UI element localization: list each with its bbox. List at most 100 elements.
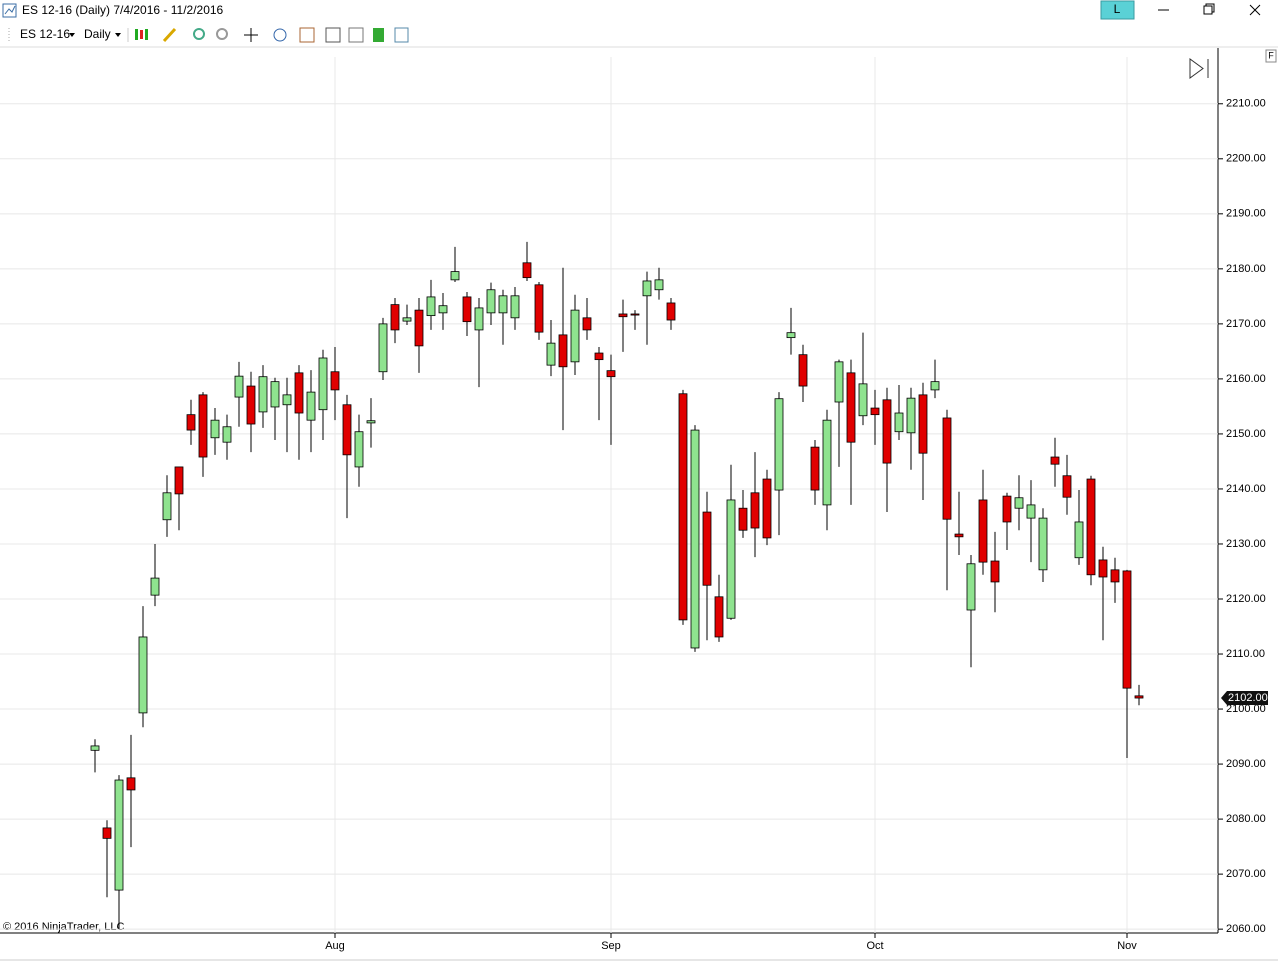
crosshair-icon[interactable]: [244, 28, 258, 42]
y-tick-label: 2160.00: [1226, 373, 1266, 385]
candle-body: [966, 563, 976, 611]
candle-body: [174, 466, 184, 495]
candle-body: [222, 426, 232, 443]
toolbar-icons: [135, 27, 409, 43]
candle-body: [558, 334, 568, 368]
y-tick-label: 2140.00: [1226, 483, 1266, 495]
candle-body: [510, 295, 520, 319]
candle-body: [810, 446, 820, 491]
panel-button[interactable]: [1265, 49, 1277, 63]
chart-style-icon[interactable]: [135, 29, 138, 40]
candle-body: [1038, 517, 1048, 571]
candle-body: [1050, 456, 1060, 465]
candle-body: [678, 393, 688, 621]
candle-body: [474, 307, 484, 331]
candle-body: [714, 596, 724, 638]
candle-body: [1074, 521, 1084, 559]
candle-body: [822, 419, 832, 506]
y-tick-label: 2080.00: [1226, 813, 1266, 825]
candle-body: [378, 323, 388, 373]
candle-body: [258, 376, 268, 413]
candle-body: [162, 492, 172, 521]
candle-body: [738, 507, 748, 531]
data-box-icon[interactable]: [273, 28, 287, 42]
candle-body: [798, 354, 808, 387]
candle-body: [390, 304, 400, 331]
candle-body: [990, 560, 1000, 583]
restore-button[interactable]: [1203, 5, 1213, 15]
candle-body: [498, 295, 508, 314]
properties-icon[interactable]: [348, 27, 364, 43]
x-tick-label: Sep: [601, 940, 621, 952]
candle-body: [834, 361, 844, 403]
chart-style-icon[interactable]: [145, 29, 148, 40]
y-tick-label: 2110.00: [1226, 648, 1265, 660]
candle-body: [1026, 504, 1036, 519]
candle-body: [594, 352, 604, 361]
candle-body: [918, 394, 928, 454]
candle-body: [882, 399, 892, 464]
candle-body: [570, 309, 580, 363]
candle-body: [858, 383, 868, 417]
instrument-selector[interactable]: ES 12-16: [20, 27, 70, 41]
candle-body: [1062, 475, 1072, 498]
candle-body: [546, 342, 556, 366]
x-tick-label: Nov: [1117, 940, 1137, 952]
zoom-in-icon[interactable]: [193, 28, 205, 40]
candle-body: [978, 499, 988, 563]
y-tick-label: 2150.00: [1226, 428, 1266, 440]
account-button[interactable]: [1100, 0, 1135, 20]
panel-button-label: F: [1268, 50, 1274, 60]
candle-body: [114, 779, 124, 891]
y-tick-label: 2170.00: [1226, 318, 1266, 330]
dropdown-arrow: [115, 33, 121, 37]
zoom-out-icon[interactable]: [216, 28, 228, 40]
candle-body: [786, 332, 796, 339]
y-tick-label: 2210.00: [1226, 98, 1266, 110]
y-tick-label: 2190.00: [1226, 208, 1266, 220]
candle-body: [606, 370, 616, 378]
candle-body: [1122, 570, 1132, 689]
template-icon[interactable]: [394, 27, 409, 43]
candle-body: [930, 381, 940, 391]
candle-body: [942, 417, 952, 520]
restore-icon: [1205, 3, 1215, 13]
app-icon-line: [4, 5, 16, 15]
candle-body: [522, 262, 532, 279]
draw-tool-icon[interactable]: [162, 27, 177, 43]
candle-body: [438, 305, 448, 314]
candle-body: [282, 394, 292, 406]
candle-body: [870, 407, 880, 416]
indicators-icon[interactable]: [299, 27, 315, 43]
candle-body: [270, 381, 280, 408]
candle-body: [1014, 497, 1024, 509]
chart-style-icon[interactable]: [140, 30, 143, 39]
candle-body: [198, 394, 208, 458]
candle-body: [450, 271, 460, 281]
x-tick-label: Oct: [866, 940, 883, 952]
y-tick-label: 2130.00: [1226, 538, 1266, 550]
candle-body: [138, 636, 148, 714]
candle-body: [330, 371, 340, 391]
candle-body: [366, 420, 376, 424]
last-price-label: 2102.00: [1228, 692, 1268, 704]
scroll-to-end-button[interactable]: [1189, 58, 1209, 79]
candle-body: [630, 313, 640, 316]
close-button[interactable]: [1249, 4, 1261, 16]
candle-body: [642, 280, 652, 297]
dropdown-arrow: [69, 33, 75, 37]
y-tick-label: 2090.00: [1226, 758, 1266, 770]
order-icon[interactable]: [373, 28, 384, 42]
candle-body: [462, 296, 472, 323]
interval-selector[interactable]: Daily: [84, 27, 111, 41]
copyright: © 2016 NinjaTrader, LLC: [3, 921, 124, 933]
candle-body: [306, 391, 316, 421]
candle-body: [666, 302, 676, 321]
candle-body: [654, 279, 664, 291]
strategies-icon[interactable]: [325, 27, 341, 43]
candle-body: [186, 414, 196, 431]
candle-body: [1086, 478, 1096, 576]
candle-body: [906, 397, 916, 434]
